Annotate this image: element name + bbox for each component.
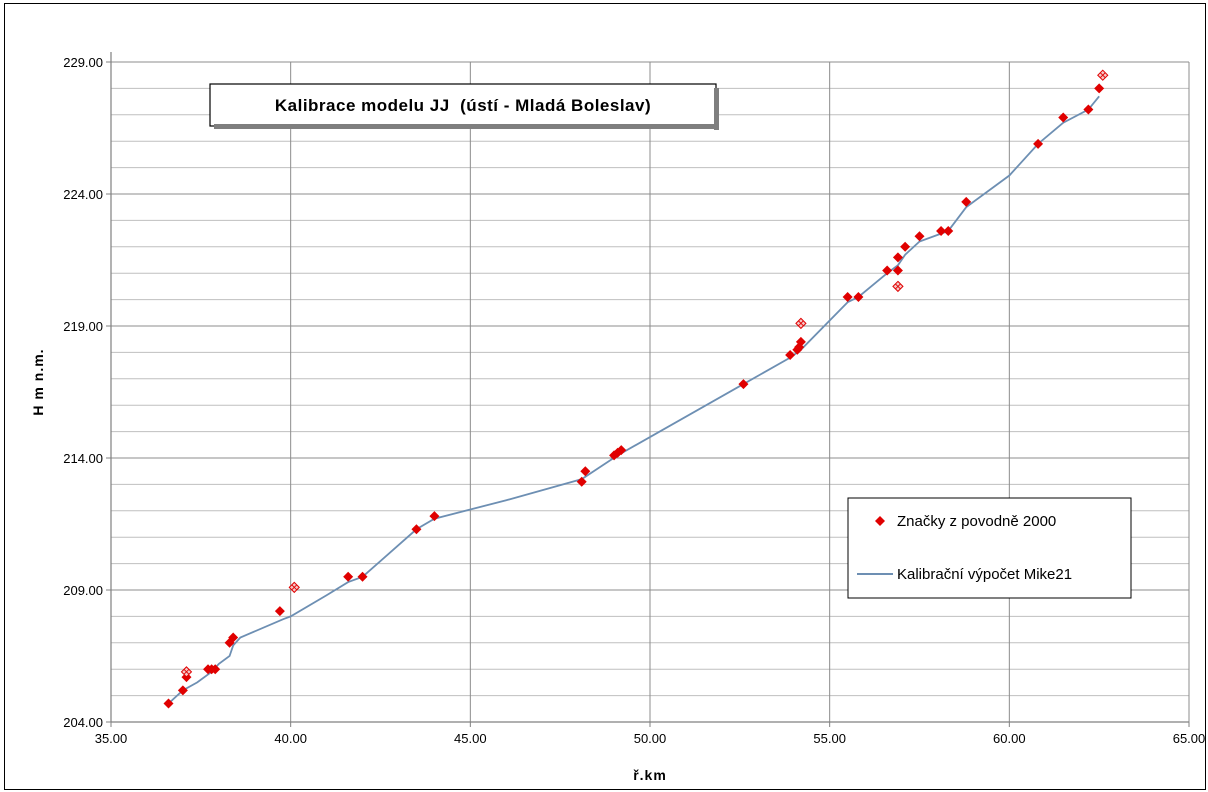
x-tick-label: 60.00	[993, 731, 1026, 746]
flood-mark-point	[900, 241, 911, 252]
y-axis-title: H m n.m.	[30, 348, 46, 415]
flood-mark-point	[936, 225, 947, 236]
flood-mark-point	[429, 511, 440, 522]
series-hatched-points	[180, 69, 1109, 678]
flood-mark-point	[343, 571, 354, 582]
flood-mark-point	[943, 225, 954, 236]
flood-mark-point	[892, 265, 903, 276]
flood-mark-point	[163, 698, 174, 709]
hatched-point	[180, 666, 193, 678]
series-points	[163, 83, 1105, 709]
y-tick-label: 229.00	[63, 55, 103, 70]
flood-mark-point	[580, 466, 591, 477]
x-tick-label: 40.00	[274, 731, 307, 746]
flood-mark-point	[892, 252, 903, 263]
flood-mark-point	[795, 336, 806, 347]
x-tick-label: 55.00	[813, 731, 846, 746]
chart-title-box: Kalibrace modelu JJ (ústí - Mladá Bolesl…	[209, 83, 719, 130]
legend-label-points: Značky z povodně 2000	[897, 513, 1056, 530]
flood-mark-point	[210, 664, 221, 675]
x-tick-labels: 35.00 40.00 45.00 50.00 55.00 60.00 65.00	[95, 722, 1206, 746]
y-tick-label: 209.00	[63, 583, 103, 598]
flood-mark-point	[882, 265, 893, 276]
flood-mark-point	[961, 196, 972, 207]
flood-mark-point	[785, 350, 796, 361]
legend-label-line: Kalibrační výpočet Mike21	[897, 566, 1072, 583]
chart-frame	[4, 3, 1206, 790]
hatched-point	[795, 317, 807, 330]
flood-mark-point	[616, 445, 627, 456]
flood-mark-point	[274, 606, 285, 617]
flood-mark-point	[1083, 104, 1094, 115]
legend-marker-points	[875, 516, 885, 526]
flood-mark-point	[1058, 112, 1069, 123]
y-tick-label: 204.00	[63, 715, 103, 730]
chart-title: Kalibrace modelu JJ (ústí - Mladá Bolesl…	[275, 96, 651, 115]
flood-mark-point	[576, 476, 587, 487]
flood-mark-point	[228, 632, 239, 643]
flood-mark-point	[357, 571, 368, 582]
flood-mark-point	[914, 231, 925, 242]
hatched-point	[1097, 69, 1109, 81]
flood-mark-point	[1094, 83, 1105, 94]
flood-mark-point	[1033, 138, 1044, 149]
x-axis-title: ř.km	[633, 767, 667, 783]
y-tick-label: 219.00	[63, 319, 103, 334]
flood-mark-point	[177, 685, 188, 696]
y-tick-label: 224.00	[63, 187, 103, 202]
flood-mark-point	[738, 379, 749, 390]
y-tick-label: 214.00	[63, 451, 103, 466]
hatched-point	[288, 581, 300, 594]
x-tick-label: 65.00	[1173, 731, 1206, 746]
flood-mark-point	[853, 291, 864, 302]
x-tick-label: 50.00	[634, 731, 667, 746]
flood-mark-point	[411, 524, 422, 535]
x-tick-label: 35.00	[95, 731, 128, 746]
hatched-point	[892, 280, 904, 293]
y-tick-labels: 204.00 209.00 214.00 219.00 224.00 229.00	[63, 55, 111, 730]
x-tick-label: 45.00	[454, 731, 487, 746]
flood-mark-point	[842, 291, 853, 302]
legend: Značky z povodně 2000 Kalibrační výpočet…	[847, 497, 1132, 599]
